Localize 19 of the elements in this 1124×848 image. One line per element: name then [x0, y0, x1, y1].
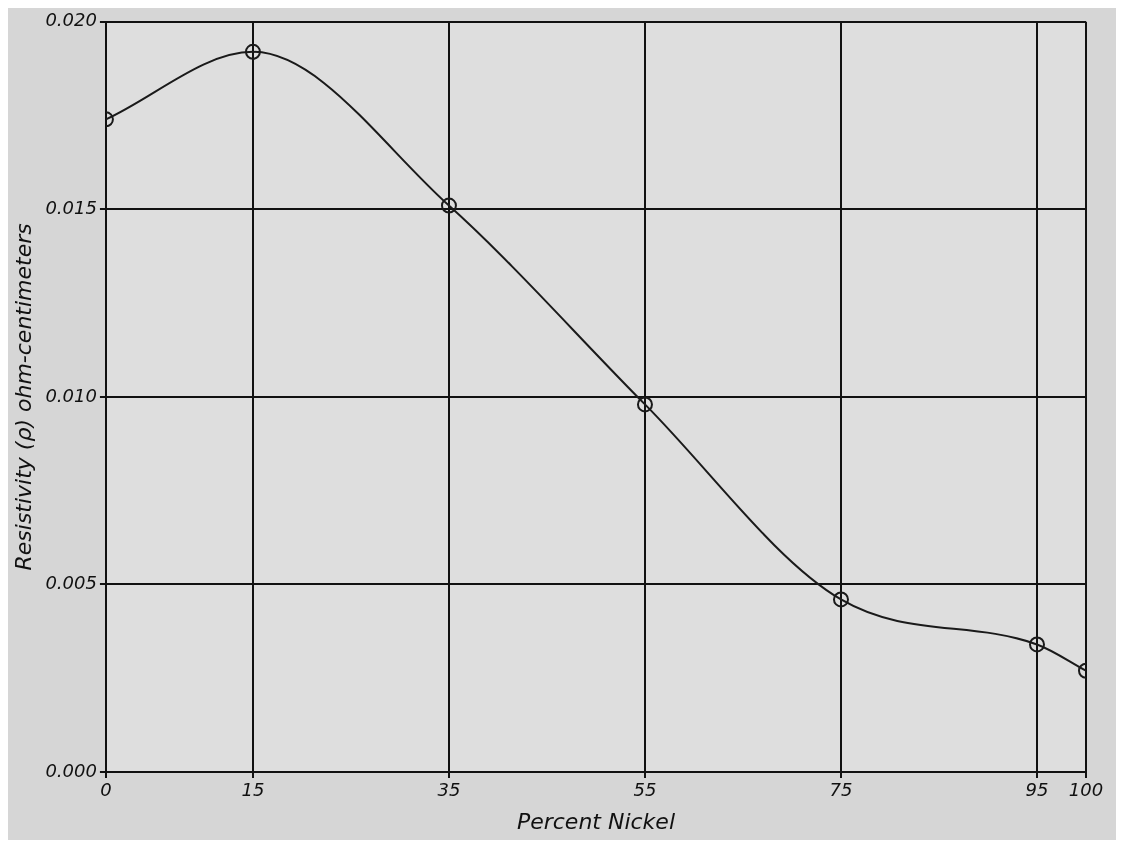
- y-tick-label: 0.010: [45, 384, 97, 406]
- point: [832, 591, 849, 608]
- x-tick-label: 0: [100, 779, 112, 801]
- point: [1029, 636, 1045, 653]
- y-tick-label: 0.015: [45, 197, 97, 219]
- x-tick-label: 35: [437, 779, 461, 801]
- x-tick-label: 75: [829, 779, 853, 801]
- y-tick-label: 0.005: [45, 572, 97, 594]
- point: [636, 396, 653, 413]
- x-tick-label: 95: [1025, 779, 1049, 801]
- point: [244, 43, 261, 60]
- x-axis-title: Percent Nickel: [516, 808, 676, 834]
- x-tick-label: 15: [241, 779, 265, 801]
- y-tick-label: 0.020: [45, 9, 97, 31]
- x-tick-label: 55: [633, 779, 657, 801]
- point: [440, 197, 457, 214]
- y-tick-label: 0.000: [45, 759, 97, 781]
- x-tick-label: 100: [1068, 779, 1104, 801]
- y-axis-title: Resistivity (ρ) ohm-centimeters: [10, 223, 36, 571]
